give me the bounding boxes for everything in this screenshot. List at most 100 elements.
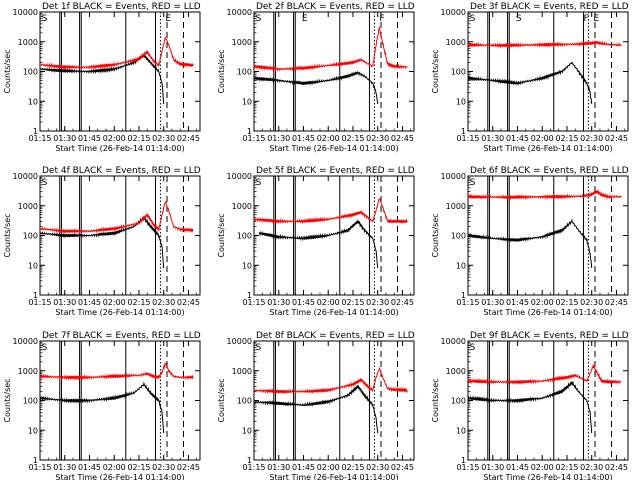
series-line-lld <box>40 362 194 381</box>
x-tick-label: 02:30 <box>152 134 175 143</box>
segment-marker: S <box>256 343 262 353</box>
segment-marker: S <box>470 178 476 188</box>
x-axis-label: Start Time (26-Feb-14 01:14:00) <box>269 473 398 480</box>
x-tick-label: 02:30 <box>580 463 603 472</box>
y-axis-label: Counts/sec <box>431 378 440 422</box>
y-tick-label: 10000 <box>13 337 38 346</box>
x-axis-label: Start Time (26-Feb-14 01:14:00) <box>483 473 612 480</box>
x-tick-label: 02:15 <box>127 298 150 307</box>
y-tick-label: 1000 <box>18 38 38 47</box>
x-tick-label: 02:00 <box>317 463 340 472</box>
detector-panel-4: Det 4f BLACK = Events, RED = LLD 1 10 100 10… <box>3 166 201 317</box>
x-axis-label: Start Time (26-Feb-14 01:14:00) <box>55 144 184 153</box>
panel-title: Det 1f BLACK = Events, RED = LLD <box>42 2 201 12</box>
x-tick-label: 02:15 <box>341 298 364 307</box>
panel-title: Det 3f BLACK = Events, RED = LLD <box>470 2 629 12</box>
y-tick-label: 100 <box>237 397 252 406</box>
detector-panel-9: Det 9f BLACK = Events, RED = LLD 1 10 100 10… <box>431 331 629 480</box>
series-line-lld <box>468 363 622 386</box>
y-tick-label: 1 <box>247 456 252 465</box>
y-tick-label: 100 <box>23 68 38 77</box>
series-line-events <box>468 218 593 269</box>
y-axis-label: Counts/sec <box>3 378 12 422</box>
x-tick-label: 02:15 <box>555 298 578 307</box>
series-line-lld <box>40 36 194 71</box>
detector-panel-5: Det 5f BLACK = Events, RED = LLD 1 10 100 10… <box>217 166 415 317</box>
x-tick-label: 02:45 <box>391 134 414 143</box>
segment-marker: S <box>516 14 522 24</box>
y-axis-label: Counts/sec <box>3 49 12 93</box>
x-tick-label: 02:45 <box>605 463 628 472</box>
y-tick-label: 10 <box>242 97 252 106</box>
y-tick-label: 10 <box>456 97 466 106</box>
y-axis-label: Counts/sec <box>217 49 226 93</box>
y-tick-label: 10 <box>456 426 466 435</box>
x-tick-label: 01:45 <box>78 134 101 143</box>
x-tick-label: 02:00 <box>103 298 126 307</box>
y-tick-label: 10 <box>28 261 38 270</box>
segment-marker: E <box>302 14 308 24</box>
x-tick-label: 02:15 <box>127 463 150 472</box>
y-tick-label: 100 <box>237 232 252 241</box>
y-tick-label: 100 <box>451 232 466 241</box>
x-tick-label: 02:00 <box>103 134 126 143</box>
segment-marker: S <box>42 343 48 353</box>
y-tick-label: 10000 <box>227 337 252 346</box>
panel-title: Det 4f BLACK = Events, RED = LLD <box>42 166 201 176</box>
segment-marker: F <box>379 14 384 24</box>
x-tick-label: 02:45 <box>391 298 414 307</box>
x-tick-label: 02:45 <box>391 463 414 472</box>
y-tick-label: 1000 <box>232 202 252 211</box>
segment-marker: S <box>42 178 48 188</box>
x-axis-label: Start Time (26-Feb-14 01:14:00) <box>483 144 612 153</box>
y-tick-label: 1000 <box>446 38 466 47</box>
x-tick-label: 01:45 <box>292 298 315 307</box>
x-tick-label: 02:00 <box>103 463 126 472</box>
x-tick-label: 01:15 <box>242 463 265 472</box>
x-tick-label: 02:00 <box>531 298 554 307</box>
detector-panel-8: Det 8f BLACK = Events, RED = LLD 1 10 100 10… <box>217 331 415 480</box>
series-line-events <box>254 384 379 434</box>
series-line-lld <box>254 366 408 395</box>
segment-marker: S <box>470 343 476 353</box>
segment-marker: S <box>256 14 262 24</box>
x-tick-label: 02:30 <box>152 298 175 307</box>
x-tick-label: 02:30 <box>366 463 389 472</box>
series-line-events <box>40 215 165 269</box>
x-tick-label: 01:15 <box>28 134 51 143</box>
y-tick-label: 1000 <box>18 202 38 211</box>
y-tick-label: 100 <box>23 397 38 406</box>
series-line-lld <box>40 201 194 235</box>
series-line-events <box>40 381 165 434</box>
panel-title: Det 6f BLACK = Events, RED = LLD <box>470 166 629 176</box>
x-tick-label: 01:45 <box>78 463 101 472</box>
detector-panel-6: Det 6f BLACK = Events, RED = LLD 1 10 100 10… <box>431 166 629 317</box>
y-tick-label: 1000 <box>446 202 466 211</box>
plot-frame <box>253 11 415 132</box>
x-tick-label: 01:30 <box>481 463 504 472</box>
x-tick-label: 01:45 <box>506 298 529 307</box>
x-tick-label: 02:15 <box>341 463 364 472</box>
series-line-events <box>254 70 379 105</box>
x-tick-label: 01:30 <box>267 463 290 472</box>
y-axis-label: Counts/sec <box>217 378 226 422</box>
y-tick-label: 1 <box>461 127 466 136</box>
x-tick-label: 01:15 <box>242 134 265 143</box>
y-axis-label: Counts/sec <box>3 213 12 257</box>
series-line-events <box>258 220 379 269</box>
segment-marker: S <box>42 14 48 24</box>
x-tick-label: 01:30 <box>481 298 504 307</box>
x-axis-label: Start Time (26-Feb-14 01:14:00) <box>483 308 612 317</box>
x-tick-label: 02:30 <box>152 463 175 472</box>
series-line-lld <box>468 40 622 49</box>
x-tick-label: 02:45 <box>605 298 628 307</box>
y-tick-label: 100 <box>451 397 466 406</box>
panel-title: Det 9f BLACK = Events, RED = LLD <box>470 331 629 341</box>
y-tick-label: 10000 <box>13 8 38 17</box>
x-tick-label: 01:30 <box>267 134 290 143</box>
x-tick-label: 01:15 <box>28 463 51 472</box>
x-tick-label: 02:15 <box>341 134 364 143</box>
y-tick-label: 10000 <box>227 172 252 181</box>
x-tick-label: 01:30 <box>53 134 76 143</box>
